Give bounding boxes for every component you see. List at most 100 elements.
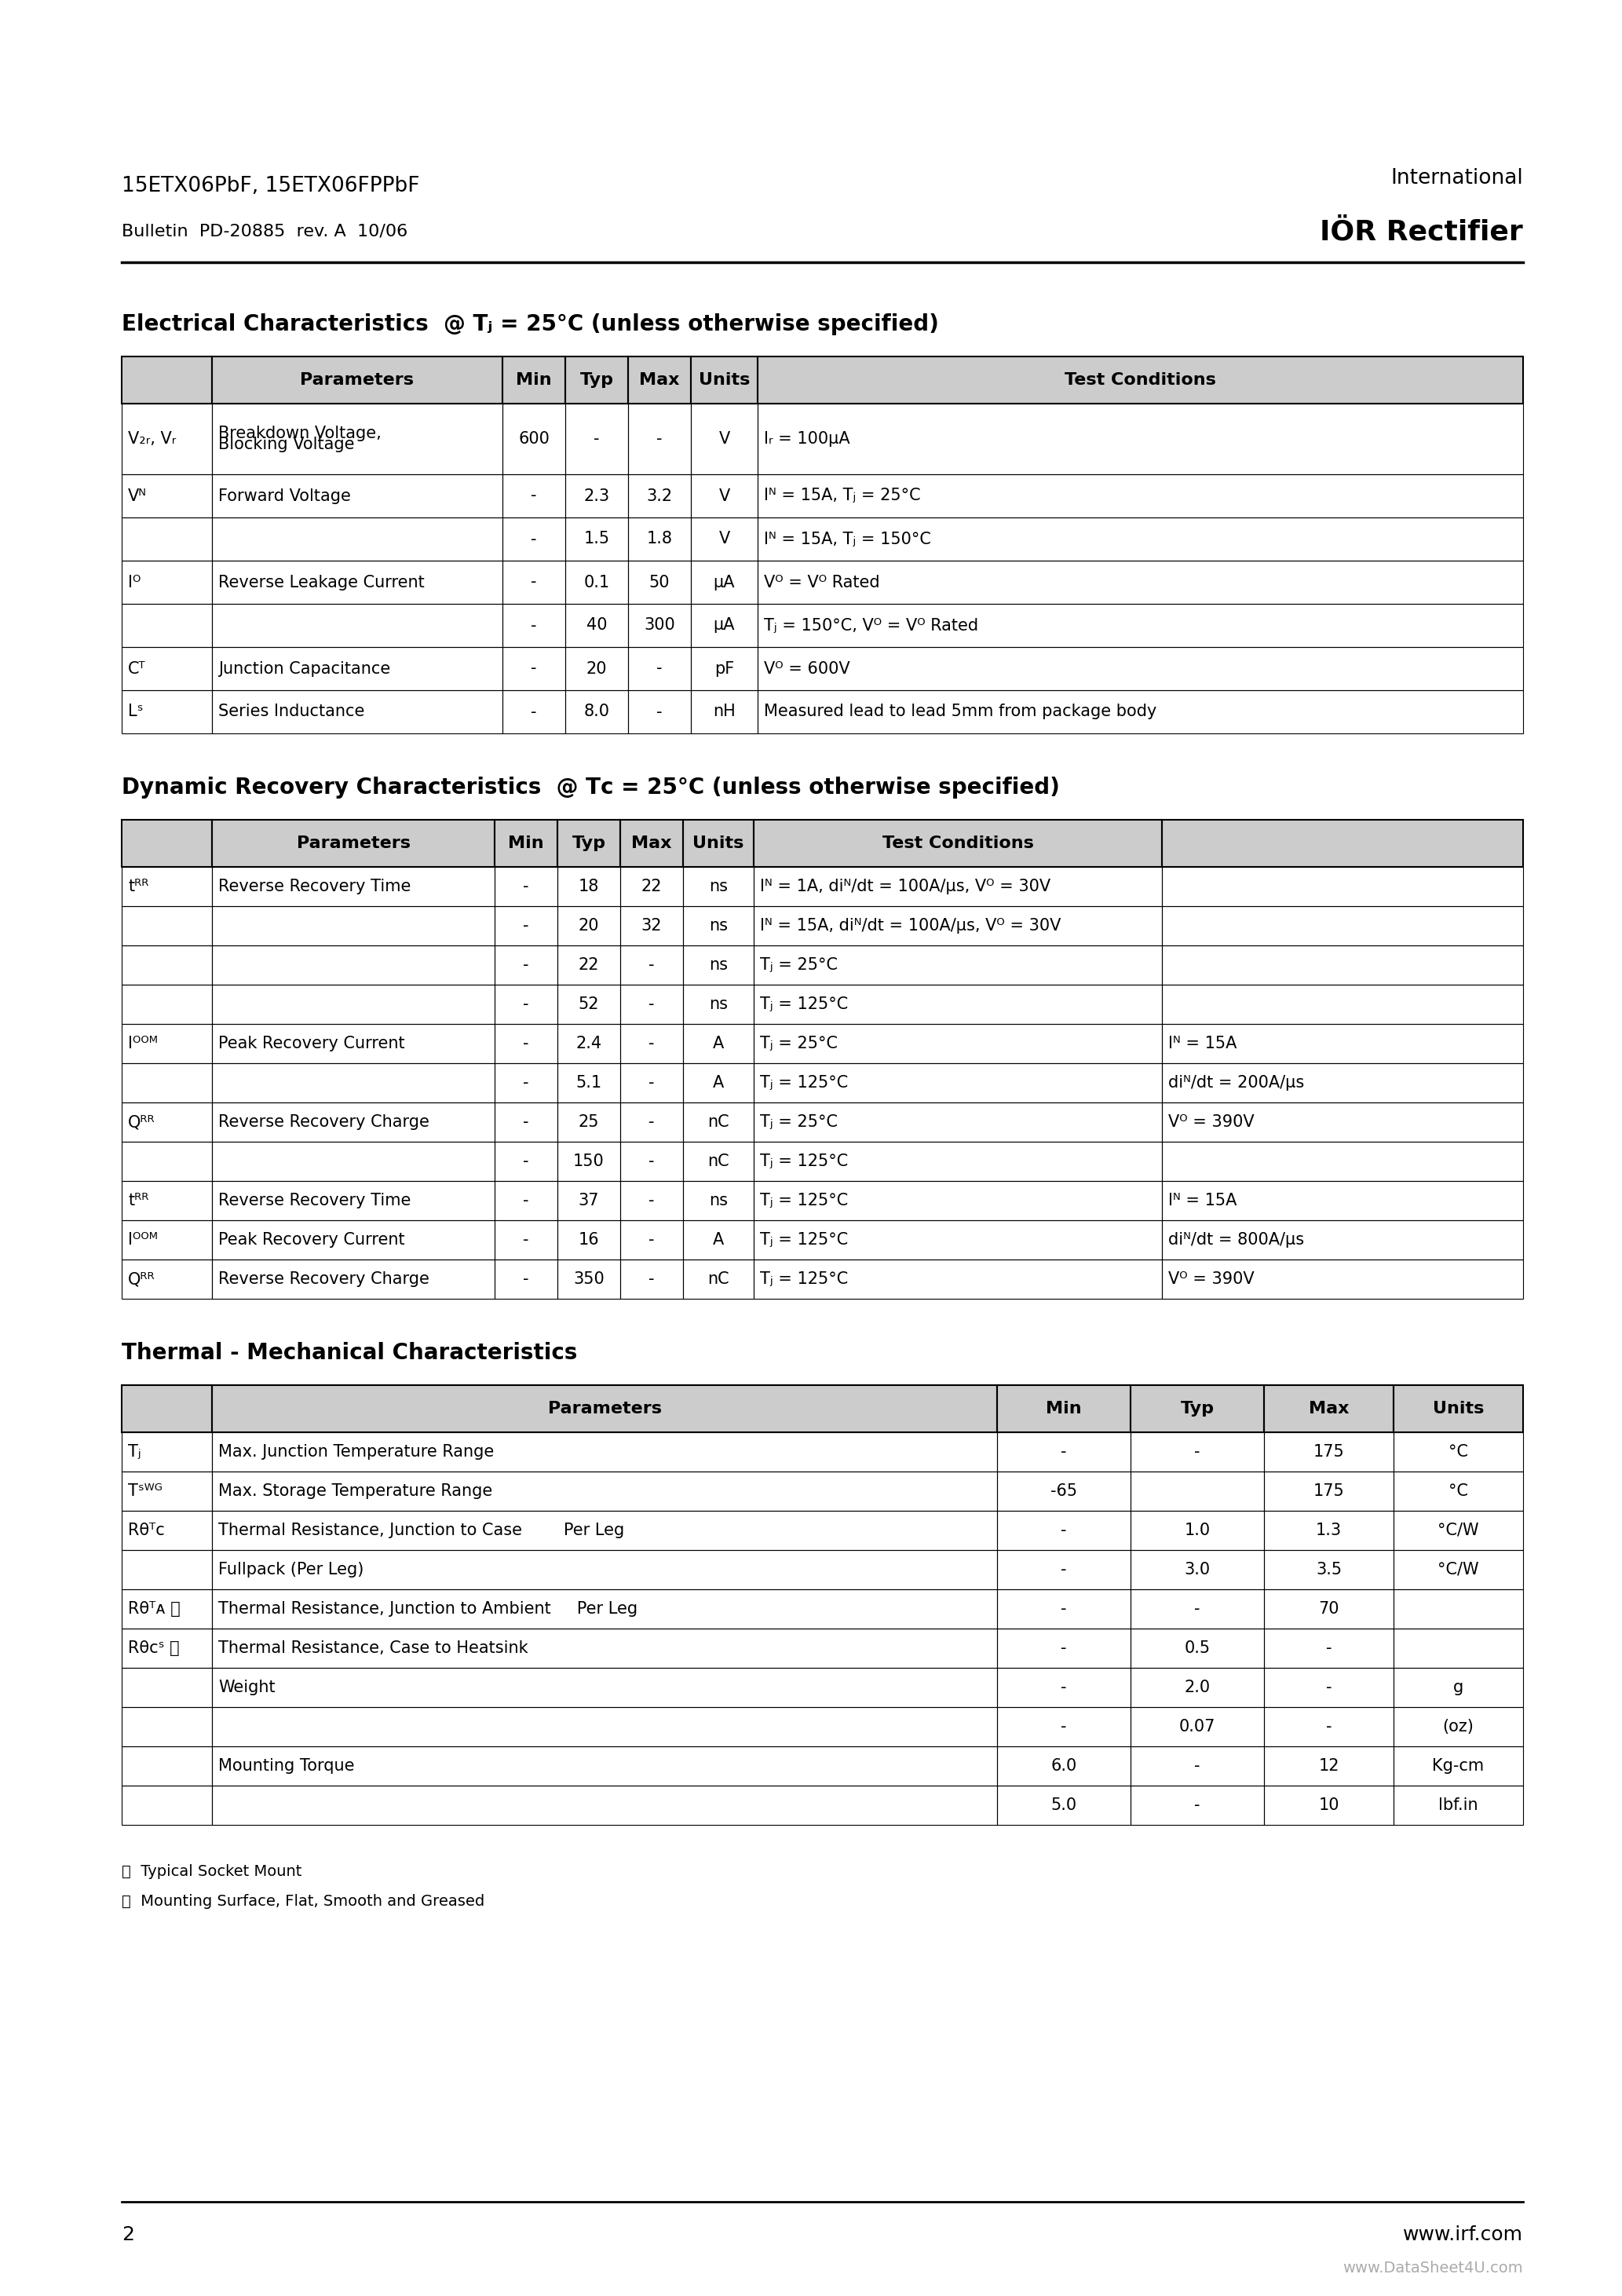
Bar	[558, 868, 620, 907]
Bar	[122, 1786, 212, 1825]
Bar	[1131, 1384, 1264, 1433]
Text: Lˢ: Lˢ	[128, 705, 143, 719]
Bar	[558, 985, 620, 1024]
Text: Reverse Recovery Time: Reverse Recovery Time	[219, 1192, 410, 1208]
Text: -: -	[522, 1233, 529, 1247]
Text: -: -	[649, 1075, 655, 1091]
Bar	[564, 647, 628, 691]
Text: -: -	[1194, 1444, 1200, 1460]
Bar	[212, 356, 503, 404]
Bar	[683, 1219, 754, 1261]
Text: Typ: Typ	[579, 372, 613, 388]
Bar	[1131, 1747, 1264, 1786]
Text: nC: nC	[707, 1153, 730, 1169]
Bar	[1161, 820, 1523, 868]
Bar	[998, 1550, 1131, 1589]
Bar	[683, 1024, 754, 1063]
Bar	[212, 868, 495, 907]
Bar	[1131, 1550, 1264, 1589]
Text: Tⱼ = 150°C, Vᴼ = Vᴼ Rated: Tⱼ = 150°C, Vᴼ = Vᴼ Rated	[764, 618, 978, 634]
Text: A: A	[712, 1233, 723, 1247]
Bar	[1393, 1472, 1523, 1511]
Bar	[212, 560, 503, 604]
Text: Rθᴄˢ Ⓑ: Rθᴄˢ Ⓑ	[128, 1639, 180, 1655]
Text: (oz): (oz)	[1442, 1720, 1474, 1733]
Bar	[1161, 868, 1523, 907]
Bar	[757, 604, 1523, 647]
Bar	[1393, 1628, 1523, 1667]
Bar	[1264, 1511, 1393, 1550]
Bar	[683, 907, 754, 946]
Bar	[1131, 1667, 1264, 1708]
Text: V: V	[719, 489, 730, 503]
Bar	[691, 560, 757, 604]
Bar	[564, 356, 628, 404]
Text: Measured lead to lead 5mm from package body: Measured lead to lead 5mm from package b…	[764, 705, 1156, 719]
Text: -: -	[1061, 1444, 1067, 1460]
Bar	[122, 1433, 212, 1472]
Bar	[122, 985, 212, 1024]
Bar	[628, 560, 691, 604]
Bar	[212, 475, 503, 517]
Text: diᴺ/dt = 800A/μs: diᴺ/dt = 800A/μs	[1168, 1233, 1304, 1247]
Bar	[628, 517, 691, 560]
Text: Thermal Resistance, Junction to Case        Per Leg: Thermal Resistance, Junction to Case Per…	[219, 1522, 624, 1538]
Bar	[212, 1550, 998, 1589]
Bar	[1131, 1589, 1264, 1628]
Bar	[683, 1063, 754, 1102]
Bar	[620, 1141, 683, 1180]
Bar	[503, 404, 564, 475]
Bar	[212, 1141, 495, 1180]
Bar	[122, 1219, 212, 1261]
Text: 3.2: 3.2	[647, 489, 673, 503]
Text: 5.1: 5.1	[576, 1075, 602, 1091]
Text: 175: 175	[1314, 1483, 1345, 1499]
Bar	[683, 820, 754, 868]
Bar	[558, 1261, 620, 1300]
Bar	[212, 820, 495, 868]
Bar	[122, 1511, 212, 1550]
Text: A: A	[712, 1035, 723, 1052]
Text: 350: 350	[573, 1272, 605, 1288]
Bar	[754, 1180, 1161, 1219]
Text: Weight: Weight	[219, 1681, 276, 1694]
Text: 52: 52	[579, 996, 599, 1013]
Text: 3.0: 3.0	[1184, 1561, 1210, 1577]
Text: Tⱼ = 125°C: Tⱼ = 125°C	[761, 1192, 848, 1208]
Bar	[1393, 1667, 1523, 1708]
Text: Forward Voltage: Forward Voltage	[219, 489, 350, 503]
Text: Reverse Recovery Charge: Reverse Recovery Charge	[219, 1114, 430, 1130]
Text: Dynamic Recovery Characteristics  @ Tᴄ = 25°C (unless otherwise specified): Dynamic Recovery Characteristics @ Tᴄ = …	[122, 776, 1059, 799]
Text: 8.0: 8.0	[584, 705, 610, 719]
Text: 3.5: 3.5	[1315, 1561, 1341, 1577]
Bar	[620, 868, 683, 907]
Bar	[564, 475, 628, 517]
Text: -: -	[530, 574, 537, 590]
Text: -: -	[530, 489, 537, 503]
Text: Qᴿᴿ: Qᴿᴿ	[128, 1272, 156, 1288]
Text: 150: 150	[573, 1153, 605, 1169]
Bar	[998, 1747, 1131, 1786]
Text: 37: 37	[579, 1192, 599, 1208]
Text: -: -	[1194, 1600, 1200, 1616]
Text: Tⱼ = 25°C: Tⱼ = 25°C	[761, 1114, 837, 1130]
Text: lbf.in: lbf.in	[1439, 1798, 1478, 1814]
Bar	[620, 1063, 683, 1102]
Text: 2.0: 2.0	[1184, 1681, 1210, 1694]
Text: nC: nC	[707, 1114, 730, 1130]
Text: 1.3: 1.3	[1315, 1522, 1341, 1538]
Text: Units: Units	[699, 372, 749, 388]
Text: Min: Min	[1046, 1401, 1082, 1417]
Bar	[628, 356, 691, 404]
Bar	[495, 1261, 558, 1300]
Text: 32: 32	[641, 918, 662, 934]
Bar	[564, 356, 628, 404]
Text: Reverse Recovery Charge: Reverse Recovery Charge	[219, 1272, 430, 1288]
Text: Tⱼ = 125°C: Tⱼ = 125°C	[761, 996, 848, 1013]
Bar	[122, 356, 212, 404]
Bar	[1393, 1550, 1523, 1589]
Text: -: -	[1325, 1639, 1332, 1655]
Text: 18: 18	[579, 879, 599, 895]
Bar	[495, 868, 558, 907]
Text: -: -	[1061, 1720, 1067, 1733]
